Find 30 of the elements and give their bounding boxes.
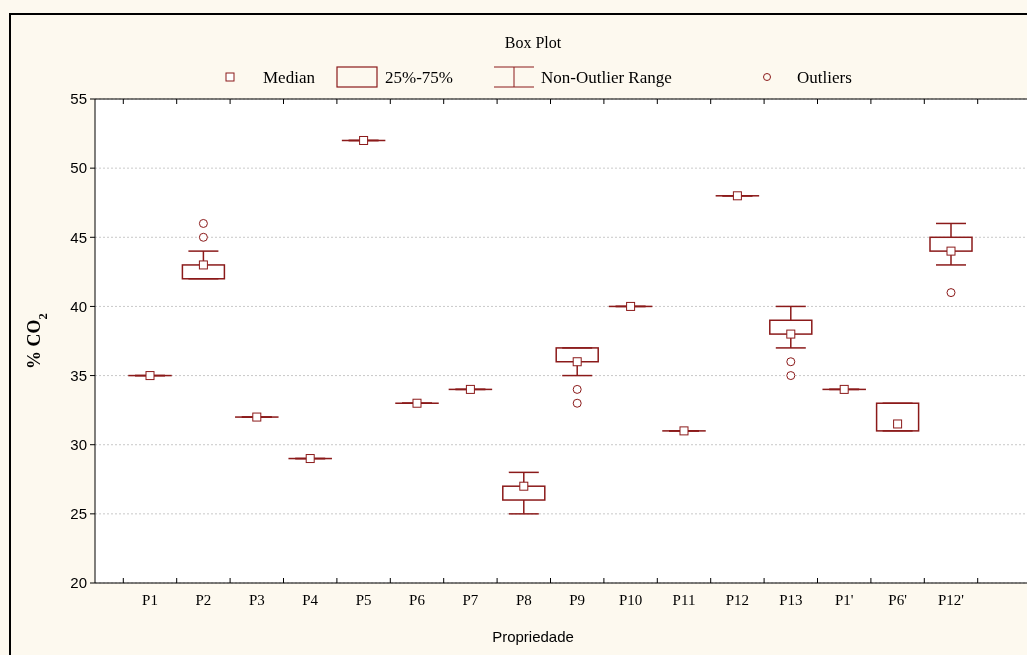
x-tick-label: P6 (409, 592, 426, 608)
x-tick-label: P13 (779, 592, 803, 608)
y-tick-label: 25 (70, 505, 87, 523)
x-tick-label: P11 (672, 592, 696, 608)
x-tick-label: P2 (195, 592, 212, 608)
y-tick-label: 35 (70, 366, 87, 384)
x-tick-label: P12 (725, 592, 750, 608)
text: 25%-75% (385, 67, 453, 87)
text: Median (263, 67, 316, 87)
x-tick-label: P4 (302, 592, 319, 608)
y-tick-label: 20 (70, 574, 87, 592)
text: Outliers (797, 67, 852, 87)
x-tick-label: P10 (618, 592, 643, 608)
x-tick-label: P8 (515, 592, 532, 608)
text: Non-Outlier Range (541, 67, 672, 87)
x-tick-label: P5 (355, 592, 372, 608)
chart-title: Box Plot (504, 34, 562, 51)
y-tick-label: 30 (70, 435, 87, 453)
x-tick-label: P3 (248, 592, 265, 608)
x-tick-label: P6' (888, 592, 908, 608)
x-tick-label: P12' (937, 592, 965, 608)
x-tick-label: P7 (462, 592, 479, 608)
x-tick-label: P1 (142, 592, 158, 608)
y-tick-label: 50 (70, 159, 87, 177)
y-tick-label: 45 (70, 228, 87, 246)
x-axis-title: Propriedade (492, 628, 574, 645)
y-tick-label: 40 (70, 297, 87, 315)
y-tick-label: 55 (70, 90, 87, 108)
x-tick-label: P9 (569, 592, 586, 608)
x-tick-label: P1' (834, 592, 854, 608)
